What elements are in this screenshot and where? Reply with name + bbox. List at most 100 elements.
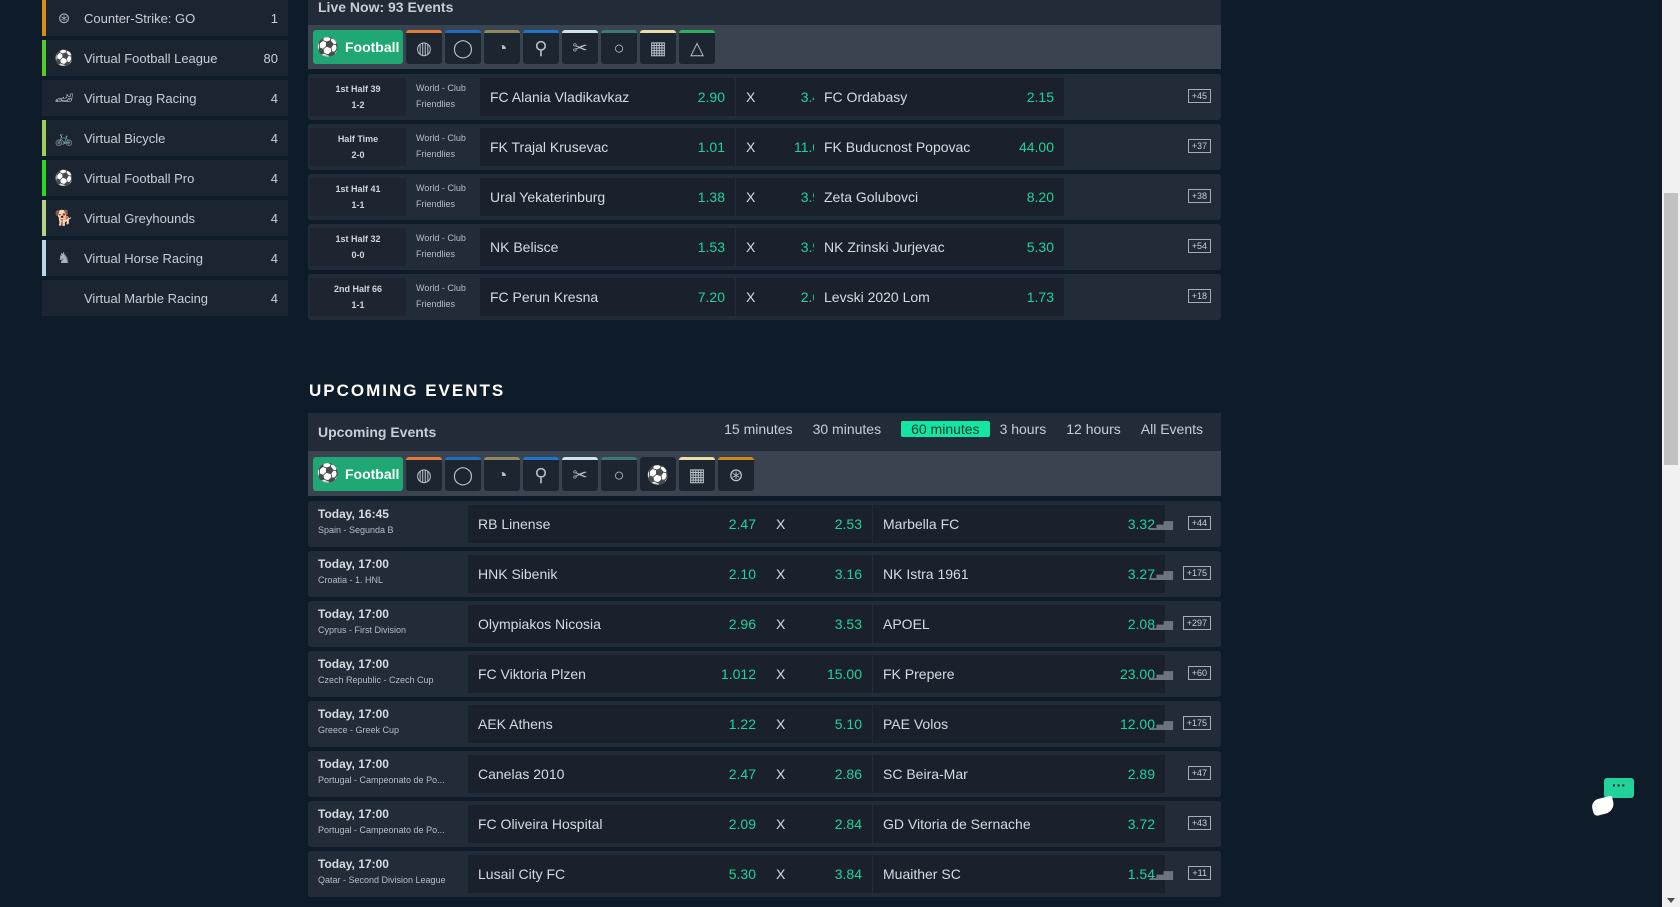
- scrollbar[interactable]: [1662, 0, 1680, 907]
- sport-tab[interactable]: ✂: [562, 30, 598, 64]
- away-odds-button[interactable]: FC Ordabasy 2.15: [814, 78, 1064, 116]
- sport-tab[interactable]: ⚲: [523, 456, 559, 491]
- away-odds-button[interactable]: Zeta Golubovci 8.20: [814, 178, 1064, 216]
- sport-tab[interactable]: ⚽: [640, 456, 676, 491]
- time-filter[interactable]: All Events: [1140, 421, 1203, 437]
- draw-odds-button[interactable]: X 2.86: [766, 755, 872, 793]
- home-odds-button[interactable]: Olympiakos Nicosia 2.96: [468, 605, 766, 643]
- more-markets-button[interactable]: +44: [1187, 516, 1211, 530]
- more-markets-button[interactable]: +175: [1182, 716, 1211, 730]
- more-markets-button[interactable]: +18: [1187, 289, 1211, 303]
- sport-tab[interactable]: ✂: [562, 456, 598, 491]
- sport-tab[interactable]: ○: [601, 456, 637, 491]
- sidebar-item[interactable]: ⊛ Counter-Strike: GO 1: [42, 0, 288, 36]
- home-odds-button[interactable]: FC Alania Vladikavkaz 2.90: [480, 78, 735, 116]
- time-filter[interactable]: 12 hours: [1066, 421, 1121, 437]
- more-markets-button[interactable]: +45: [1187, 89, 1211, 103]
- sport-tab[interactable]: ◔: [484, 30, 520, 64]
- away-team: APOEL: [883, 616, 930, 632]
- draw-odds-button[interactable]: X 5.10: [766, 705, 872, 743]
- away-odds-button[interactable]: GD Vitoria de Sernache 3.72: [873, 805, 1165, 843]
- draw-odds-button[interactable]: X 3.53: [766, 605, 872, 643]
- away-odds-button[interactable]: Marbella FC 3.32: [873, 505, 1165, 543]
- home-odds-button[interactable]: Ural Yekaterinburg 1.38: [480, 178, 735, 216]
- sidebar-item[interactable]: ⚽ Virtual Football League 80: [42, 40, 288, 76]
- home-odds-button[interactable]: AEK Athens 1.22: [468, 705, 766, 743]
- sidebar-item[interactable]: Virtual Marble Racing 4: [42, 280, 288, 316]
- league: World - Club Friendlies: [416, 180, 466, 212]
- draw-label: X: [776, 816, 786, 832]
- sidebar-item[interactable]: ⚽ Virtual Football Pro 4: [42, 160, 288, 196]
- sidebar-item-label: Virtual Drag Racing: [84, 90, 197, 106]
- sidebar-item[interactable]: 🚲 Virtual Bicycle 4: [42, 120, 288, 156]
- home-odds-button[interactable]: FK Trajal Krusevac 1.01: [480, 128, 735, 166]
- sport-tab[interactable]: ◍: [406, 30, 442, 64]
- match-status: 1st Half 41: [335, 184, 381, 194]
- stats-icon[interactable]: ▁▃▅: [1149, 516, 1173, 530]
- home-odds-button[interactable]: Lusail City FC 5.30: [468, 855, 766, 893]
- sport-tab[interactable]: ○: [601, 30, 637, 64]
- sport-tab-football[interactable]: ⚽ Football: [313, 456, 403, 491]
- time-filter[interactable]: 15 minutes: [724, 421, 793, 437]
- sport-tab[interactable]: ▦: [640, 30, 676, 64]
- home-odds-button[interactable]: FC Oliveira Hospital 2.09: [468, 805, 766, 843]
- away-team: Zeta Golubovci: [824, 189, 919, 205]
- scrollbar-thumb[interactable]: [1664, 193, 1678, 465]
- more-markets-button[interactable]: +11: [1188, 866, 1211, 880]
- upcoming-event-row: Today, 17:00 Greece - Greek Cup AEK Athens…: [308, 701, 1221, 747]
- stats-icon[interactable]: ▁▃▅: [1149, 866, 1173, 880]
- home-odds-button[interactable]: NK Belisce 1.53: [480, 228, 735, 266]
- home-odds-button[interactable]: HNK Sibenik 2.10: [468, 555, 766, 593]
- away-odds-button[interactable]: NK Zrinski Jurjevac 5.30: [814, 228, 1064, 266]
- more-markets-button[interactable]: +37: [1187, 139, 1211, 153]
- home-odds-button[interactable]: FC Viktoria Plzen 1.012: [468, 655, 766, 693]
- more-markets-button[interactable]: +175: [1182, 566, 1211, 580]
- away-odds-button[interactable]: SC Beira-Mar 2.89: [873, 755, 1165, 793]
- draw-odds-button[interactable]: X 2.53: [766, 505, 872, 543]
- more-markets-button[interactable]: +47: [1187, 766, 1211, 780]
- sport-tab[interactable]: ⚲: [523, 30, 559, 64]
- more-markets-button[interactable]: +54: [1187, 239, 1211, 253]
- draw-odds-button[interactable]: X 3.16: [766, 555, 872, 593]
- stats-icon[interactable]: ▁▃▅: [1149, 566, 1173, 580]
- stats-icon[interactable]: ▁▃▅: [1149, 616, 1173, 630]
- home-odds-button[interactable]: RB Linense 2.47: [468, 505, 766, 543]
- sport-tab[interactable]: ◯: [445, 30, 481, 64]
- away-odds-button[interactable]: FK Prepere 23.00: [873, 655, 1165, 693]
- home-odds-button[interactable]: Canelas 2010 2.47: [468, 755, 766, 793]
- away-odds-button[interactable]: Muaither SC 1.54: [873, 855, 1165, 893]
- more-markets-button[interactable]: +297: [1182, 616, 1211, 630]
- draw-odds-button[interactable]: X 3.84: [766, 855, 872, 893]
- more-markets-button[interactable]: +60: [1187, 666, 1211, 680]
- sidebar-item[interactable]: ♞ Virtual Horse Racing 4: [42, 240, 288, 276]
- chat-support-icon[interactable]: ···: [1590, 776, 1640, 821]
- away-odds-button[interactable]: APOEL 2.08: [873, 605, 1165, 643]
- away-odds-button[interactable]: PAE Volos 12.00: [873, 705, 1165, 743]
- away-odds: 23.00: [1119, 666, 1155, 682]
- draw-odds-button[interactable]: X 15.00: [766, 655, 872, 693]
- more-markets-button[interactable]: +43: [1187, 816, 1211, 830]
- sport-tab[interactable]: ◯: [445, 456, 481, 491]
- sidebar-item[interactable]: 🏎 Virtual Drag Racing 4: [42, 80, 288, 116]
- home-odds: 2.09: [728, 816, 756, 832]
- sport-tab-football[interactable]: ⚽ Football: [313, 30, 403, 64]
- sport-tab[interactable]: ◔: [484, 456, 520, 491]
- sport-tab[interactable]: ⊛: [718, 456, 754, 491]
- time-filter[interactable]: 30 minutes: [812, 421, 882, 437]
- scroll-down-arrow-icon[interactable]: [1667, 898, 1675, 903]
- sidebar-item[interactable]: 🐕 Virtual Greyhounds 4: [42, 200, 288, 236]
- upcoming-title: Upcoming Events: [318, 424, 437, 440]
- home-odds-button[interactable]: FC Perun Kresna 7.20: [480, 278, 735, 316]
- away-odds-button[interactable]: Levski 2020 Lom 1.73: [814, 278, 1064, 316]
- more-markets-button[interactable]: +38: [1187, 189, 1211, 203]
- time-filter[interactable]: 3 hours: [999, 421, 1047, 437]
- sport-tab[interactable]: △: [679, 30, 715, 64]
- sport-tab[interactable]: ◍: [406, 456, 442, 491]
- away-odds-button[interactable]: FK Buducnost Popovac 44.00: [814, 128, 1064, 166]
- away-odds-button[interactable]: NK Istra 1961 3.27: [873, 555, 1165, 593]
- time-filter[interactable]: 60 minutes: [901, 421, 990, 437]
- stats-icon[interactable]: ▁▃▅: [1149, 666, 1173, 680]
- sport-tab[interactable]: ▦: [679, 456, 715, 491]
- draw-odds-button[interactable]: X 2.84: [766, 805, 872, 843]
- stats-icon[interactable]: ▁▃▅: [1149, 716, 1173, 730]
